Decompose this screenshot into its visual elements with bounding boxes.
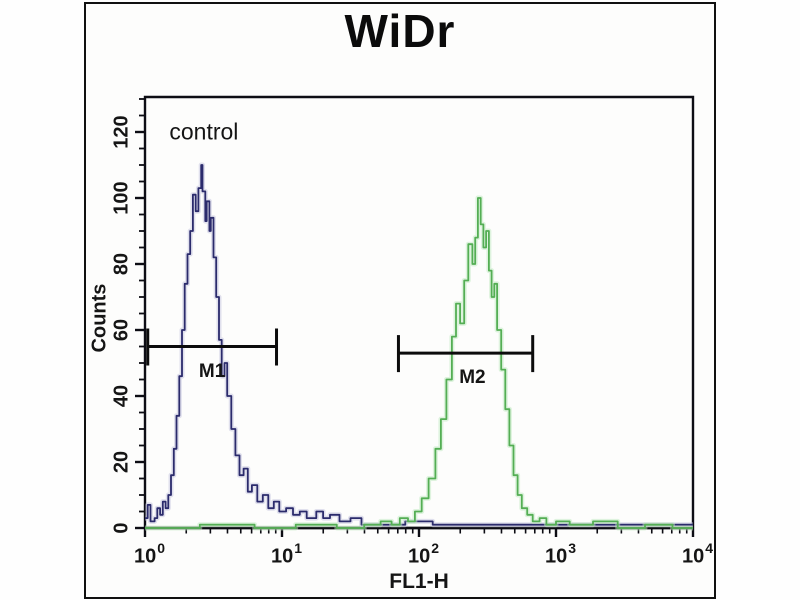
- x-tick-exponent: 3: [568, 540, 577, 556]
- y-tick-label-0: 0: [110, 522, 133, 534]
- control-curve-glow: [145, 162, 693, 528]
- x-tick-label-1e0: 100: [133, 540, 166, 569]
- x-tick-mantissa: 10: [133, 545, 157, 568]
- figure-frame: [84, 2, 716, 599]
- x-tick-exponent: 2: [431, 540, 440, 556]
- x-tick-exponent: 1: [294, 540, 303, 556]
- annotation-control: control: [169, 118, 239, 145]
- y-tick-label-120: 120: [110, 115, 133, 149]
- control-curve: [145, 164, 693, 526]
- x-tick-label-1e3: 103: [544, 540, 577, 569]
- x-tick-label-1e2: 102: [407, 540, 440, 569]
- x-tick-mantissa: 10: [270, 545, 294, 568]
- y-tick-label-100: 100: [110, 181, 133, 215]
- x-tick-label-1e4: 104: [681, 540, 714, 569]
- x-tick-mantissa: 10: [544, 545, 568, 568]
- x-tick-label-1e1: 101: [270, 540, 303, 569]
- plot-border: [143, 95, 695, 528]
- stained-curve: [145, 197, 693, 529]
- y-tick-label-20: 20: [110, 450, 133, 474]
- marker-label-m1: M1: [198, 360, 226, 382]
- x-axis-title: FL1-H: [389, 570, 449, 593]
- x-tick-mantissa: 10: [681, 545, 705, 568]
- y-tick-label-80: 80: [110, 252, 133, 276]
- chart-title: WiDr: [344, 5, 456, 57]
- x-tick-exponent: 0: [157, 540, 166, 556]
- x-tick-mantissa: 10: [407, 545, 431, 568]
- marker-label-m2: M2: [459, 367, 486, 389]
- y-tick-label-40: 40: [110, 384, 133, 408]
- y-tick-label-60: 60: [110, 318, 133, 342]
- x-tick-exponent: 4: [705, 540, 714, 556]
- y-axis-title: Counts: [88, 283, 111, 353]
